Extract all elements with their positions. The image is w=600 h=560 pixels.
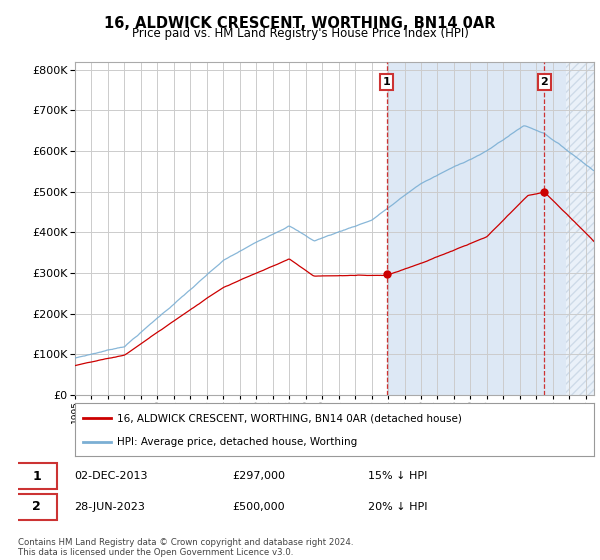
Text: 2: 2	[32, 500, 41, 514]
Text: Contains HM Land Registry data © Crown copyright and database right 2024.
This d: Contains HM Land Registry data © Crown c…	[18, 538, 353, 557]
Text: HPI: Average price, detached house, Worthing: HPI: Average price, detached house, Wort…	[116, 436, 357, 446]
Text: 16, ALDWICK CRESCENT, WORTHING, BN14 0AR (detached house): 16, ALDWICK CRESCENT, WORTHING, BN14 0AR…	[116, 413, 461, 423]
Bar	[387, 62, 566, 395]
Text: 1: 1	[32, 469, 41, 483]
Text: 20% ↓ HPI: 20% ↓ HPI	[368, 502, 427, 512]
Text: 2: 2	[541, 77, 548, 87]
FancyBboxPatch shape	[15, 463, 58, 489]
Text: 15% ↓ HPI: 15% ↓ HPI	[368, 471, 427, 481]
Text: 16, ALDWICK CRESCENT, WORTHING, BN14 0AR: 16, ALDWICK CRESCENT, WORTHING, BN14 0AR	[104, 16, 496, 31]
FancyBboxPatch shape	[15, 494, 58, 520]
Text: Price paid vs. HM Land Registry's House Price Index (HPI): Price paid vs. HM Land Registry's House …	[131, 27, 469, 40]
Text: £297,000: £297,000	[232, 471, 286, 481]
Text: 28-JUN-2023: 28-JUN-2023	[74, 502, 145, 512]
Text: £500,000: £500,000	[232, 502, 285, 512]
Bar	[566, 62, 594, 395]
Text: 02-DEC-2013: 02-DEC-2013	[74, 471, 148, 481]
Text: 1: 1	[383, 77, 391, 87]
